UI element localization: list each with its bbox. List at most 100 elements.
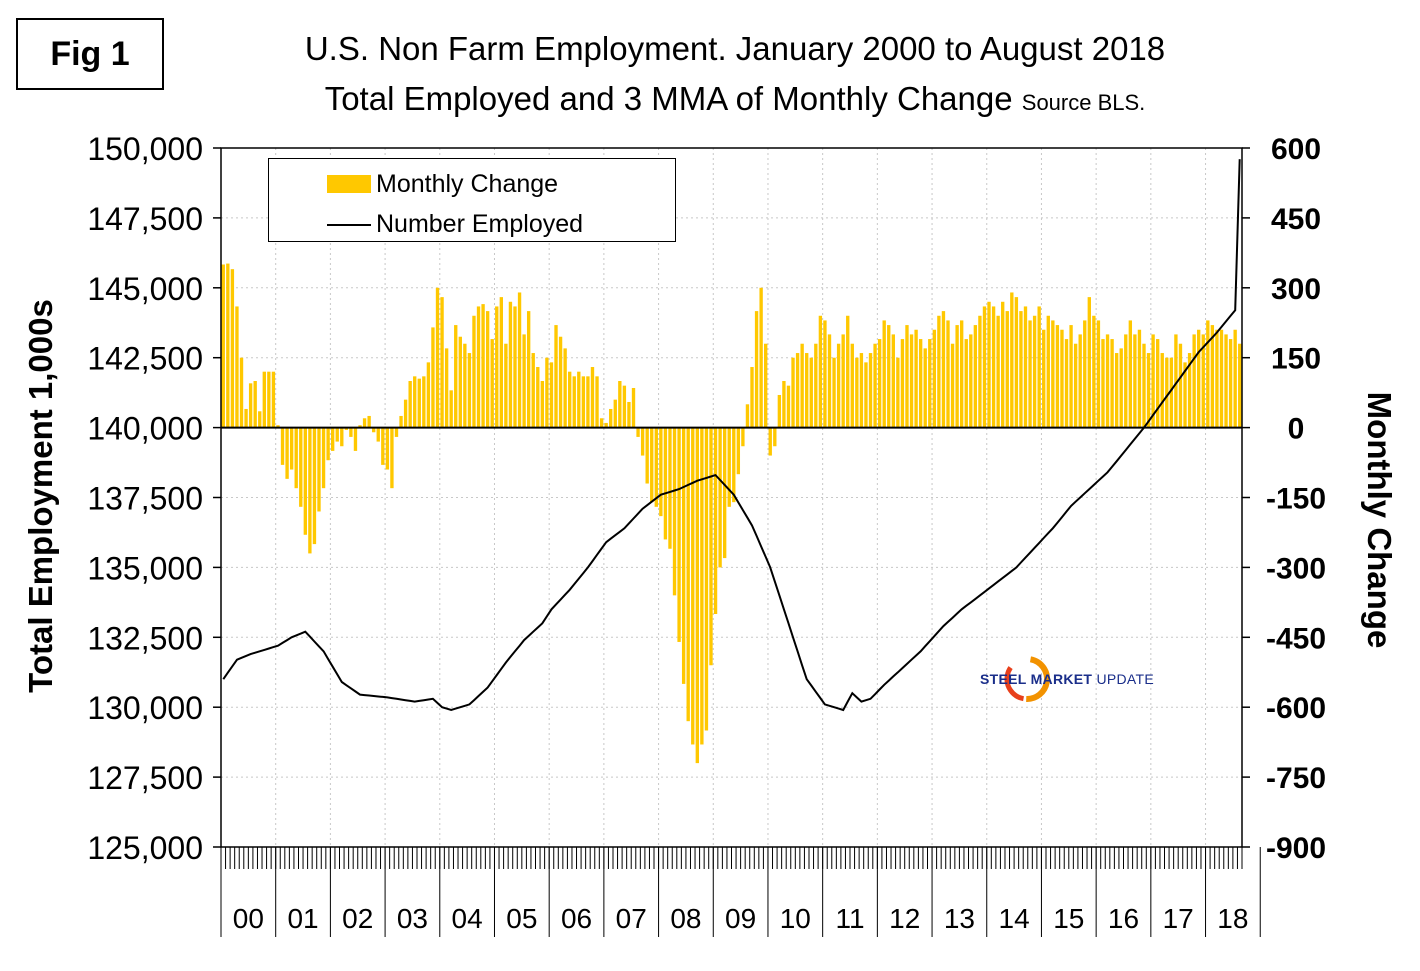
bar: [618, 381, 622, 428]
bar: [303, 427, 308, 535]
bar: [1137, 329, 1142, 428]
bar: [978, 315, 982, 428]
bar: [1192, 334, 1196, 428]
x-tick-label: 04: [452, 903, 483, 934]
bar: [736, 427, 741, 475]
bar: [499, 297, 503, 428]
x-tick-label: 12: [889, 903, 920, 934]
bar: [704, 427, 709, 731]
y-left-tick-label: 132,500: [87, 620, 203, 656]
bar: [937, 315, 941, 428]
bar: [818, 315, 823, 428]
bar: [1201, 334, 1205, 428]
bar: [454, 325, 458, 428]
bar: [244, 408, 248, 428]
bar: [1014, 297, 1019, 428]
bar: [381, 427, 385, 465]
bar: [659, 427, 663, 517]
y-left-tick-label: 130,000: [87, 690, 203, 726]
bar: [1151, 334, 1155, 428]
bar: [531, 353, 535, 428]
bar: [276, 425, 280, 428]
bar: [640, 427, 645, 456]
bar: [317, 427, 321, 512]
bar: [330, 427, 335, 451]
chart-subtitle: Total Employed and 3 MMA of Monthly Chan…: [200, 80, 1270, 118]
bar: [1060, 329, 1064, 428]
bar: [686, 427, 690, 722]
bar: [476, 306, 481, 428]
y-right-tick-label: 0: [1288, 413, 1305, 446]
bar: [390, 427, 394, 489]
bar: [1078, 334, 1082, 428]
bar: [713, 427, 718, 614]
logo-word-steel: STEEL: [980, 671, 1027, 687]
bar: [444, 348, 449, 428]
legend: Monthly Change Number Employed: [268, 158, 676, 242]
y-left-tick-label: 142,500: [87, 341, 203, 377]
bar: [1028, 320, 1032, 428]
bar: [841, 334, 845, 428]
bar: [982, 306, 987, 428]
bar: [1197, 329, 1201, 428]
bar: [631, 387, 636, 428]
bar: [1110, 339, 1114, 428]
bar: [394, 427, 399, 437]
bar: [1005, 311, 1009, 428]
bar: [344, 427, 349, 430]
y-left-tick-label: 147,500: [87, 201, 203, 237]
y-left-tick-label: 137,500: [87, 481, 203, 517]
bar: [540, 381, 545, 428]
bar: [1046, 315, 1050, 428]
bar: [595, 376, 599, 428]
bar: [941, 311, 946, 428]
x-axis-tick-labels: 00 01 02 03 04 05 06 07 08 09 10 11 12 13 14 15 16 17 18: [233, 903, 1249, 934]
bar: [955, 325, 959, 428]
y-right-tick-label: -600: [1266, 692, 1326, 725]
bar: [987, 301, 991, 428]
x-tick-label: 08: [670, 903, 701, 934]
x-tick-label: 15: [1053, 903, 1084, 934]
bar: [1073, 343, 1078, 428]
bar: [650, 427, 654, 503]
bar: [362, 418, 367, 428]
bar: [358, 425, 362, 428]
grid-lines: [221, 147, 1242, 848]
bar: [258, 411, 262, 428]
bar: [1128, 320, 1133, 428]
bar: [996, 315, 1000, 428]
bar: [905, 325, 909, 428]
bar: [850, 343, 854, 428]
bar: [786, 385, 791, 428]
bar: [572, 376, 576, 428]
bar: [1142, 343, 1146, 428]
bar: [782, 381, 786, 428]
bar: [627, 401, 631, 428]
x-tick-label: 09: [725, 903, 756, 934]
bar: [449, 390, 453, 428]
bar: [864, 362, 868, 428]
bar: [891, 334, 895, 428]
bar: [1092, 315, 1096, 428]
y-right-tick-label: -150: [1266, 483, 1326, 516]
bar: [1155, 339, 1160, 428]
bar: [526, 311, 531, 428]
bar: [326, 427, 330, 461]
bar: [960, 320, 964, 428]
bar: [495, 306, 499, 428]
y-left-tick-label: 140,000: [87, 411, 203, 447]
bar: [969, 334, 973, 428]
bar: [1105, 334, 1110, 428]
bar: [294, 427, 298, 489]
bar: [504, 343, 508, 428]
x-tick-label: 14: [999, 903, 1030, 934]
bar: [877, 339, 882, 428]
bar: [340, 427, 344, 447]
bar: [668, 427, 672, 549]
bar: [267, 371, 271, 428]
bar: [1178, 343, 1183, 428]
bar: [299, 427, 303, 507]
bar: [349, 427, 353, 437]
bar: [777, 394, 782, 428]
